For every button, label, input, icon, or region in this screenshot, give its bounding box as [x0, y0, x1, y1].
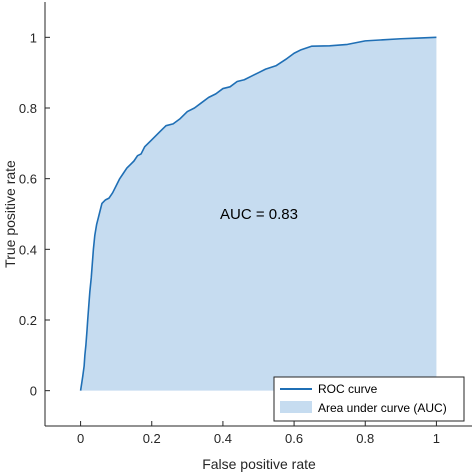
y-tick-label: 0.8 — [19, 101, 37, 116]
roc-curve-line — [79, 36, 437, 391]
legend-roc-label: ROC curve — [318, 382, 378, 396]
auc-area — [80, 37, 437, 391]
plot-area — [79, 36, 437, 391]
legend: ROC curve Area under curve (AUC) — [273, 376, 465, 422]
y-axis-title: True positive rate — [2, 160, 18, 268]
y-tick-label: 0.2 — [19, 313, 37, 328]
x-tick-label: 0 — [77, 431, 84, 446]
auc-annotation: AUC = 0.83 — [220, 206, 298, 223]
y-tick-label: 0 — [30, 384, 37, 399]
x-tick-label: 0.4 — [214, 431, 232, 446]
x-tick-label: 0.2 — [143, 431, 161, 446]
legend-box — [273, 376, 465, 422]
y-tick-label: 0.4 — [19, 242, 37, 257]
y-tick-label: 1 — [30, 30, 37, 45]
axes: 0 0.2 0.4 0.6 0.8 1 0 0.2 0.4 0.6 0.8 1 — [19, 2, 472, 446]
x-tick-label: 0.6 — [285, 431, 303, 446]
x-tick-label: 0.8 — [356, 431, 374, 446]
x-axis-title: False positive rate — [202, 456, 316, 472]
legend-area-label: Area under curve (AUC) — [318, 401, 447, 415]
x-tick-label: 1 — [433, 431, 440, 446]
y-tick-label: 0.6 — [19, 172, 37, 187]
legend-area-swatch — [280, 401, 312, 413]
